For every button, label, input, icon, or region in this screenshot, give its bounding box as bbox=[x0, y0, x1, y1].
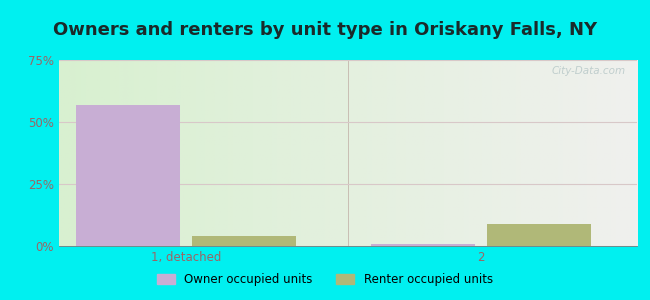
Text: City-Data.com: City-Data.com bbox=[551, 66, 625, 76]
Bar bbox=[76, 105, 180, 246]
Text: Owners and renters by unit type in Oriskany Falls, NY: Owners and renters by unit type in Orisk… bbox=[53, 21, 597, 39]
Bar bbox=[371, 244, 475, 246]
Bar bbox=[487, 224, 591, 246]
Legend: Owner occupied units, Renter occupied units: Owner occupied units, Renter occupied un… bbox=[153, 269, 497, 291]
Bar bbox=[192, 236, 296, 246]
